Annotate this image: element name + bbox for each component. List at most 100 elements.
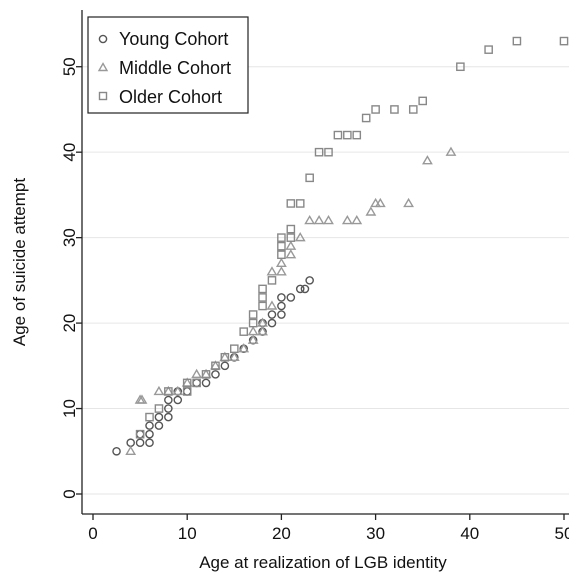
point-circle <box>277 293 286 302</box>
point-circle <box>220 361 230 371</box>
x-tick-label: 0 <box>88 524 97 543</box>
point-triangle <box>374 197 386 208</box>
point-triangle <box>351 214 363 225</box>
point-square <box>182 378 192 388</box>
point-circle <box>164 404 173 413</box>
point-triangle <box>125 445 137 455</box>
y-tick-label: 0 <box>60 489 79 498</box>
point-square <box>371 105 380 114</box>
point-circle <box>135 438 145 448</box>
point-circle <box>295 284 305 294</box>
x-axis-label: Age at realization of LGB identity <box>199 553 447 572</box>
point-triangle <box>365 206 377 216</box>
point-square <box>277 233 286 242</box>
y-axis-ticks: 0 10 20 30 40 50 <box>60 57 82 499</box>
x-tick-label: 40 <box>460 524 479 543</box>
point-triangle <box>285 249 297 259</box>
legend-marker-young <box>98 34 108 44</box>
legend: Young Cohort Middle Cohort Older Cohort <box>87 16 249 114</box>
point-square <box>248 318 258 328</box>
point-circle <box>277 301 286 311</box>
point-square <box>145 412 154 422</box>
y-tick-label: 10 <box>60 399 79 418</box>
point-circle <box>277 310 286 319</box>
point-square <box>192 378 201 388</box>
point-circle <box>267 318 277 328</box>
point-square <box>286 224 296 234</box>
point-square <box>239 327 249 336</box>
point-square <box>267 276 277 285</box>
point-triangle <box>421 155 433 165</box>
point-square <box>324 147 333 157</box>
point-square <box>286 199 296 208</box>
x-axis-ticks: 0 10 20 30 40 50 <box>88 514 569 543</box>
point-square <box>248 310 258 319</box>
point-triangle <box>228 351 240 361</box>
x-tick-label: 10 <box>178 524 197 543</box>
legend-marker-older <box>98 91 108 101</box>
point-triangle <box>172 385 184 396</box>
y-tick-label: 40 <box>60 143 79 162</box>
point-circle <box>145 429 154 439</box>
point-square <box>211 361 220 371</box>
point-triangle <box>313 214 325 225</box>
x-tick-label: 20 <box>272 524 291 543</box>
point-triangle <box>238 343 250 353</box>
point-circle <box>201 378 211 388</box>
point-triangle <box>285 240 297 250</box>
point-square <box>229 344 239 354</box>
point-square <box>258 284 267 294</box>
point-square <box>559 36 569 46</box>
point-circle <box>300 284 310 294</box>
point-square <box>456 62 465 72</box>
point-square <box>154 404 164 413</box>
point-circle <box>211 370 220 379</box>
point-square <box>258 301 267 311</box>
point-square <box>277 241 286 251</box>
point-square <box>333 130 343 140</box>
point-triangle <box>294 232 306 242</box>
point-triangle <box>341 214 353 225</box>
series-square <box>135 36 569 439</box>
point-square <box>201 370 211 379</box>
legend-label-older: Older Cohort <box>119 87 222 107</box>
legend-label-young: Young Cohort <box>119 29 228 49</box>
point-square <box>512 36 522 46</box>
point-square <box>484 45 493 54</box>
legend-marker-middle <box>97 62 109 72</box>
y-tick-label: 30 <box>60 228 79 247</box>
point-square <box>286 233 296 242</box>
point-square <box>135 429 145 439</box>
point-square <box>295 199 305 208</box>
point-square <box>258 293 267 302</box>
point-triangle <box>275 257 287 267</box>
point-square <box>408 105 418 114</box>
legend-label-middle: Middle Cohort <box>119 58 231 78</box>
x-tick-label: 50 <box>555 524 569 543</box>
y-tick-label: 20 <box>60 314 79 333</box>
point-triangle <box>247 334 259 344</box>
y-tick-label: 50 <box>60 57 79 76</box>
point-square <box>418 96 428 106</box>
point-circle <box>145 438 154 448</box>
point-square <box>314 147 324 157</box>
point-circle <box>173 395 183 405</box>
point-triangle <box>403 197 414 208</box>
point-triangle <box>257 317 268 327</box>
point-square <box>220 352 230 362</box>
point-triangle <box>304 214 316 225</box>
point-circle <box>112 446 121 456</box>
point-circle <box>164 395 173 405</box>
point-square <box>164 387 173 396</box>
point-circle <box>164 412 173 422</box>
point-square <box>352 130 362 140</box>
point-triangle <box>247 326 259 336</box>
point-triangle <box>275 266 287 276</box>
point-square <box>305 173 314 183</box>
point-circle <box>145 421 154 430</box>
point-square <box>277 250 286 260</box>
point-triangle <box>266 300 278 310</box>
legend-box <box>87 16 249 114</box>
